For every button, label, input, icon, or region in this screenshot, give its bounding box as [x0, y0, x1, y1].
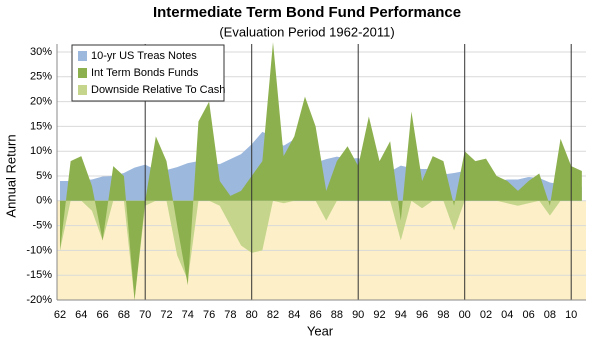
legend-label: Int Term Bonds Funds [91, 67, 199, 79]
x-tick-label: 06 [522, 309, 534, 321]
x-tick-label: 96 [416, 309, 428, 321]
chart-subtitle: (Evaluation Period 1962-2011) [219, 24, 394, 39]
y-axis-label: Annual Return [3, 134, 18, 217]
legend-swatch [78, 51, 87, 61]
x-tick-label: 84 [288, 309, 300, 321]
area [60, 42, 582, 300]
x-tick-label: 78 [224, 309, 236, 321]
y-tick-label: -20% [26, 294, 52, 306]
x-tick-label: 10 [565, 309, 577, 321]
y-tick-label: 25% [30, 71, 52, 83]
legend-box [71, 44, 225, 102]
y-tick-label: -10% [26, 244, 52, 256]
y-tick-label: 0% [36, 195, 52, 207]
x-tick-label: 72 [160, 309, 172, 321]
legend-swatch [78, 85, 87, 95]
y-tick-label: 10% [30, 145, 52, 157]
y-tick-label: -5% [32, 220, 52, 232]
x-tick-label: 04 [501, 309, 513, 321]
x-tick-label: 80 [246, 309, 258, 321]
x-tick-label: 94 [395, 309, 407, 321]
y-tick-label: 5% [36, 170, 52, 182]
x-tick-label: 74 [182, 309, 194, 321]
x-tick-label: 68 [118, 309, 130, 321]
x-tick-label: 82 [267, 309, 279, 321]
x-tick-label: 02 [480, 309, 492, 321]
x-tick-label: 86 [309, 309, 321, 321]
y-tick-label: -15% [26, 269, 52, 281]
legend-swatch [78, 68, 87, 78]
legend: 10-yr US Treas Notes Int Term Bonds Funds… [71, 44, 225, 102]
x-tick-label: 88 [331, 309, 343, 321]
x-axis-label: Year [307, 323, 334, 338]
x-tick-label: 08 [544, 309, 556, 321]
legend-label: Downside Relative To Cash [91, 84, 225, 96]
x-tick-label: 92 [373, 309, 385, 321]
y-tick-label: 30% [30, 46, 52, 58]
legend-label: 10-yr US Treas Notes [91, 50, 197, 62]
y-tick-label: 20% [30, 96, 52, 108]
y-tick-label: 15% [30, 120, 52, 132]
x-tick-label: 62 [54, 309, 66, 321]
x-tick-label: 00 [459, 309, 471, 321]
x-tick-label: 70 [139, 309, 151, 321]
x-tick-label: 64 [75, 309, 87, 321]
x-tick-label: 76 [203, 309, 215, 321]
chart-title: Intermediate Term Bond Fund Performance [153, 4, 461, 21]
x-tick-label: 66 [96, 309, 108, 321]
x-tick-label: 98 [437, 309, 449, 321]
x-tick-label: 90 [352, 309, 364, 321]
